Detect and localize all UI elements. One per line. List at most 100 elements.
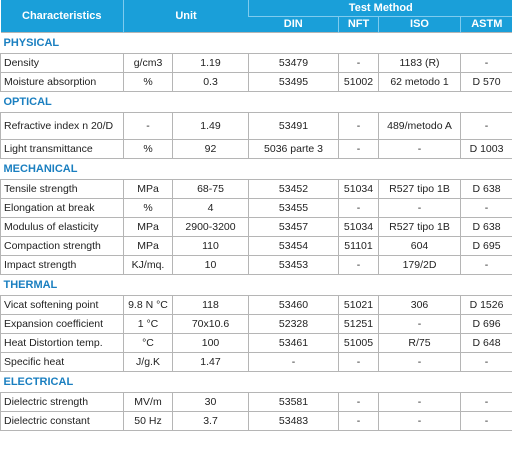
property-name: Specific heat	[0, 351, 124, 372]
cell: D 695	[460, 235, 512, 256]
cell: MV/m	[123, 391, 173, 412]
cell: D 638	[460, 178, 512, 199]
section: OPTICAL	[0, 90, 512, 113]
cell: -	[378, 351, 462, 372]
cell: 100	[171, 332, 250, 353]
header-cell: Test Method	[248, 0, 512, 17]
data-row: Dielectric constant 50 Hz 3.7 53483- - -	[0, 410, 512, 431]
cell: KJ/mq.	[123, 254, 173, 275]
data-row: Light transmittance% 92 5036 parte 3--D 10…	[0, 138, 512, 159]
cell: -	[123, 111, 173, 140]
cell: R527 tipo 1B	[378, 178, 462, 199]
cell: -	[460, 391, 512, 412]
cell: 3.7	[171, 410, 250, 431]
section-row: THERMAL	[0, 273, 512, 296]
cell: -	[378, 410, 462, 431]
property-name: Expansion coefficient	[0, 313, 124, 334]
cell: MPa	[123, 216, 173, 237]
property-name: Compaction strength	[0, 235, 124, 256]
cell: 179/2D	[378, 254, 462, 275]
cell: °C	[123, 332, 173, 353]
cell: -	[460, 52, 512, 73]
cell: -	[460, 254, 512, 275]
cell: 9.8 N °C	[123, 294, 173, 315]
data-row: Moisture absorption% 0.3 53495 51002 62 meto…	[0, 71, 512, 92]
cell: D 638	[460, 216, 512, 237]
cell: 53460	[248, 294, 340, 315]
cell: 53453	[248, 254, 340, 275]
cell: 1183 (R)	[378, 52, 462, 73]
data-row: Expansion coefficient 1 °C 70x10.6 52328 512…	[0, 313, 512, 334]
cell: 51021	[338, 294, 380, 315]
cell: 53495	[248, 71, 340, 92]
cell: D 1003	[460, 138, 512, 159]
cell: D 648	[460, 332, 512, 353]
cell: 68-75	[171, 178, 250, 199]
data-row: Vicat softening point 9.8 N °C 118 53460 510…	[0, 294, 512, 315]
data-row: Density g/cm3 1.19 53479-1183 (R) -	[0, 52, 512, 73]
section: ELECTRICAL	[0, 370, 512, 393]
section-row: OPTICAL	[0, 90, 512, 113]
cell: J/g.K	[123, 351, 173, 372]
data-row: Tensile strength MPa 68-75 53452 51034 R527 t…	[0, 178, 512, 199]
cell: 306	[378, 294, 462, 315]
property-name: Refractive index n 20/D	[0, 111, 124, 140]
cell: MPa	[123, 178, 173, 199]
cell: 489/metodo A	[378, 111, 462, 140]
cell: 51005	[338, 332, 380, 353]
cell: 53457	[248, 216, 340, 237]
cell: 51251	[338, 313, 380, 334]
cell: 2900-3200	[171, 216, 250, 237]
cell: -	[338, 391, 380, 412]
properties-table: Characteristics Unit Test Method DIN NFT I…	[0, 0, 512, 431]
header-cell: Unit	[122, 0, 249, 32]
property-name: Impact strength	[0, 254, 124, 275]
cell: MPa	[123, 235, 173, 256]
property-name: Elongation at break	[0, 197, 124, 218]
property-name: Tensile strength	[0, 178, 124, 199]
cell: 0.3	[171, 71, 250, 92]
cell: 53479	[248, 52, 340, 73]
cell: -	[378, 313, 462, 334]
cell: -	[338, 138, 380, 159]
header-cell: Characteristics	[0, 0, 124, 32]
section-row: MECHANICAL	[0, 157, 512, 180]
cell: R527 tipo 1B	[378, 216, 462, 237]
cell: 10	[171, 254, 250, 275]
cell: %	[123, 71, 173, 92]
cell: 53452	[248, 178, 340, 199]
cell: 5036 parte 3	[248, 138, 340, 159]
cell: 1 °C	[123, 313, 173, 334]
cell: 51101	[338, 235, 380, 256]
cell: 92	[171, 138, 250, 159]
property-name: Light transmittance	[0, 138, 124, 159]
cell: -	[338, 197, 380, 218]
cell: 51002	[338, 71, 380, 92]
cell: 70x10.6	[171, 313, 250, 334]
cell: 53581	[248, 391, 340, 412]
property-name: Dielectric strength	[0, 391, 124, 412]
cell: -	[378, 138, 462, 159]
cell: -	[378, 391, 462, 412]
cell: %	[123, 138, 173, 159]
cell: -	[378, 197, 462, 218]
cell: 4	[171, 197, 250, 218]
section: PHYSICAL	[0, 31, 512, 54]
cell: D 570	[460, 71, 512, 92]
cell: -	[338, 254, 380, 275]
property-name: Vicat softening point	[0, 294, 124, 315]
cell: 51034	[338, 178, 380, 199]
cell: g/cm3	[123, 52, 173, 73]
cell: 53483	[248, 410, 340, 431]
cell: 50 Hz	[123, 410, 173, 431]
cell: 118	[171, 294, 250, 315]
method-header: ISO	[378, 16, 461, 32]
data-row: Elongation at break% 4 53455- - -	[0, 197, 512, 218]
cell: 51034	[338, 216, 380, 237]
cell: 62 metodo 1	[378, 71, 462, 92]
property-name: Moisture absorption	[0, 71, 124, 92]
data-row: Dielectric strength MV/m 30 53581- - -	[0, 391, 512, 412]
cell: -	[248, 351, 340, 372]
section-row: PHYSICAL	[0, 31, 512, 54]
